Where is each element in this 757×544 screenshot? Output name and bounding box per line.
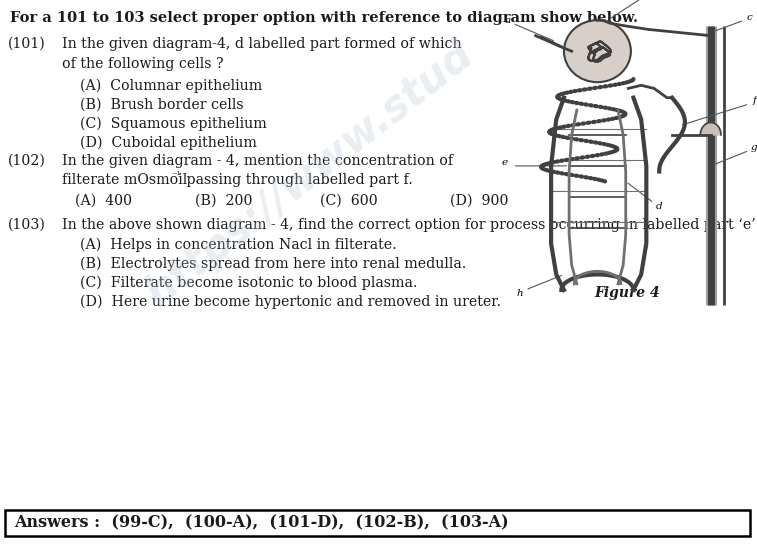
Text: (D)  Here urine become hypertonic and removed in ureter.: (D) Here urine become hypertonic and rem… xyxy=(80,295,501,310)
Text: e: e xyxy=(502,158,508,168)
Text: ⁻¹: ⁻¹ xyxy=(171,171,181,181)
Text: passing through labelled part f.: passing through labelled part f. xyxy=(182,173,413,187)
Text: g: g xyxy=(751,143,757,152)
Text: (C)  Squamous epithelium: (C) Squamous epithelium xyxy=(80,117,266,132)
Text: In the given diagram - 4, mention the concentration of: In the given diagram - 4, mention the co… xyxy=(62,154,453,168)
FancyBboxPatch shape xyxy=(5,510,750,536)
Text: (A)  Helps in concentration Nacl in filterate.: (A) Helps in concentration Nacl in filte… xyxy=(80,238,397,252)
Text: (102): (102) xyxy=(8,154,46,168)
Polygon shape xyxy=(700,122,721,135)
Text: (103): (103) xyxy=(8,218,46,232)
Ellipse shape xyxy=(564,20,631,82)
Text: d: d xyxy=(656,202,662,211)
Text: (C)  Filterate become isotonic to blood plasma.: (C) Filterate become isotonic to blood p… xyxy=(80,276,418,290)
Text: For a 101 to 103 select proper option with reference to diagram show below.: For a 101 to 103 select proper option wi… xyxy=(10,11,638,25)
Text: In the above shown diagram - 4, find the correct option for process occurring in: In the above shown diagram - 4, find the… xyxy=(62,218,757,232)
Text: (C)  600: (C) 600 xyxy=(320,194,378,208)
Text: Figure 4: Figure 4 xyxy=(594,286,660,300)
Text: f: f xyxy=(752,96,756,106)
Text: (101): (101) xyxy=(8,37,45,51)
Text: (A)  400: (A) 400 xyxy=(75,194,132,208)
Text: Answers :  (99-C),  (100-A),  (101-D),  (102-B),  (103-A): Answers : (99-C), (100-A), (101-D), (102… xyxy=(14,515,509,531)
Text: (B)  200: (B) 200 xyxy=(195,194,253,208)
Text: https://www.stud: https://www.stud xyxy=(138,33,482,315)
Text: h: h xyxy=(517,288,524,298)
Text: (D)  Cuboidal epithelium: (D) Cuboidal epithelium xyxy=(80,136,257,150)
Text: (A)  Columnar epithelium: (A) Columnar epithelium xyxy=(80,79,262,94)
Text: c: c xyxy=(746,13,752,22)
Text: (B)  Brush border cells: (B) Brush border cells xyxy=(80,98,244,112)
Text: filterate mOsmoil: filterate mOsmoil xyxy=(62,173,187,187)
Text: (B)  Electrolytes spread from here into renal medulla.: (B) Electrolytes spread from here into r… xyxy=(80,257,466,271)
Text: a: a xyxy=(504,16,510,24)
Text: of the following cells ?: of the following cells ? xyxy=(62,57,223,71)
Text: In the given diagram-4, d labelled part formed of which: In the given diagram-4, d labelled part … xyxy=(62,37,462,51)
Text: (D)  900: (D) 900 xyxy=(450,194,509,208)
